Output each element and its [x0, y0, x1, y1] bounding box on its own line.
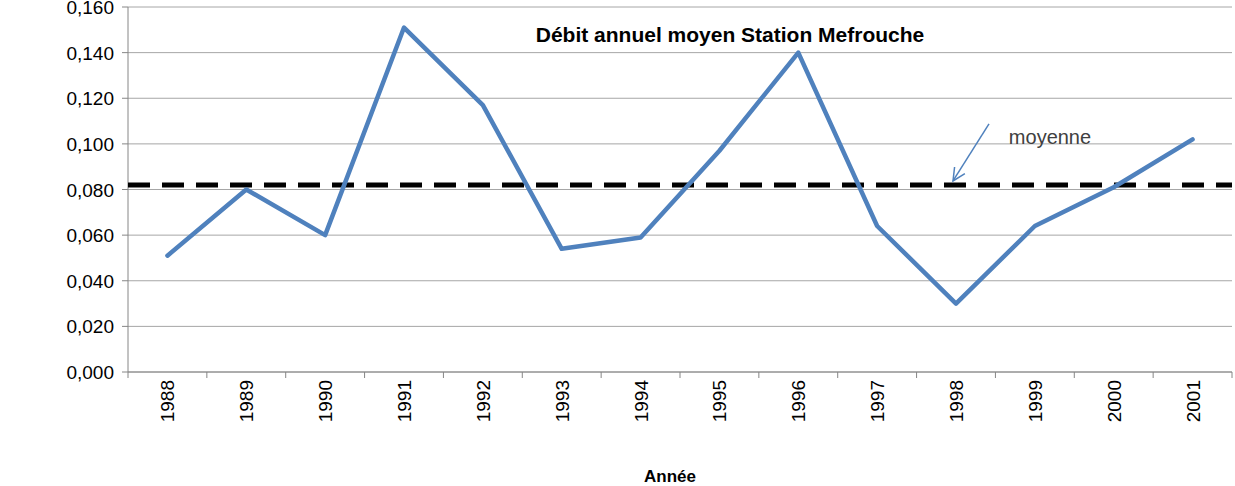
y-tick-label: 0,140	[66, 43, 114, 64]
x-tick-label: 1989	[236, 380, 257, 422]
y-tick-label: 0,040	[66, 271, 114, 292]
x-tick	[522, 372, 523, 378]
x-tick	[1153, 372, 1154, 378]
annotation-arrow	[953, 124, 989, 181]
y-tick	[122, 7, 128, 8]
x-tick-label: 1994	[631, 380, 652, 423]
grid-line	[128, 52, 1232, 53]
x-tick	[1232, 372, 1233, 378]
x-tick	[364, 372, 365, 378]
y-axis	[128, 7, 129, 372]
chart: 0,000 0,020 0,040 0,060 0,080 0,100 0,120 0,140…	[0, 0, 1235, 486]
annotation-arrow-head	[953, 167, 965, 181]
x-tick-label: 1988	[157, 380, 178, 422]
x-tick	[601, 372, 602, 378]
y-tick-label: 0,060	[66, 225, 114, 246]
mean-line	[128, 182, 1232, 187]
x-tick-label: 1993	[552, 380, 573, 422]
x-tick	[285, 372, 286, 378]
y-tick	[122, 143, 128, 144]
x-axis-label: Année	[644, 467, 696, 486]
chart-title: Débit annuel moyen Station Mefrouche	[536, 23, 925, 46]
grid-line	[128, 235, 1232, 236]
y-tick-label: 0,020	[66, 316, 114, 337]
y-tick	[122, 326, 128, 327]
y-tick	[122, 98, 128, 99]
x-tick-label: 1996	[788, 380, 809, 422]
x-tick	[758, 372, 759, 378]
y-tick-label: 0,100	[66, 134, 114, 155]
grid-line	[128, 189, 1232, 190]
y-tick	[122, 280, 128, 281]
x-tick-label: 2000	[1104, 380, 1125, 422]
grid-line	[128, 98, 1232, 99]
x-tick-label: 1992	[473, 380, 494, 422]
x-tick	[916, 372, 917, 378]
x-tick-label: 1999	[1025, 380, 1046, 422]
x-tick	[995, 372, 996, 378]
y-tick	[122, 235, 128, 236]
y-tick-label: 0,160	[66, 0, 114, 18]
x-tick-label: 1997	[867, 380, 888, 422]
x-tick	[1074, 372, 1075, 378]
y-tick	[122, 52, 128, 53]
x-tick-label: 1998	[946, 380, 967, 422]
y-tick	[122, 372, 128, 373]
y-tick-label: 0,120	[66, 88, 114, 109]
plot-area	[128, 28, 1232, 304]
x-tick-label: 1991	[394, 380, 415, 422]
x-tick	[680, 372, 681, 378]
x-tick-label: 2001	[1183, 380, 1204, 422]
data-line	[167, 28, 1192, 304]
x-tick	[206, 372, 207, 378]
grid-line	[128, 7, 1232, 8]
x-tick	[837, 372, 838, 378]
grid-line	[128, 326, 1232, 327]
y-tick-label: 0,080	[66, 180, 114, 201]
annotation: moyenne	[1009, 126, 1091, 148]
y-tick	[122, 189, 128, 190]
grid-line	[128, 280, 1232, 281]
x-tick	[443, 372, 444, 378]
x-tick-label: 1995	[709, 380, 730, 422]
y-tick-label: 0,000	[66, 362, 114, 383]
x-tick	[128, 372, 129, 378]
x-tick-label: 1990	[315, 380, 336, 422]
